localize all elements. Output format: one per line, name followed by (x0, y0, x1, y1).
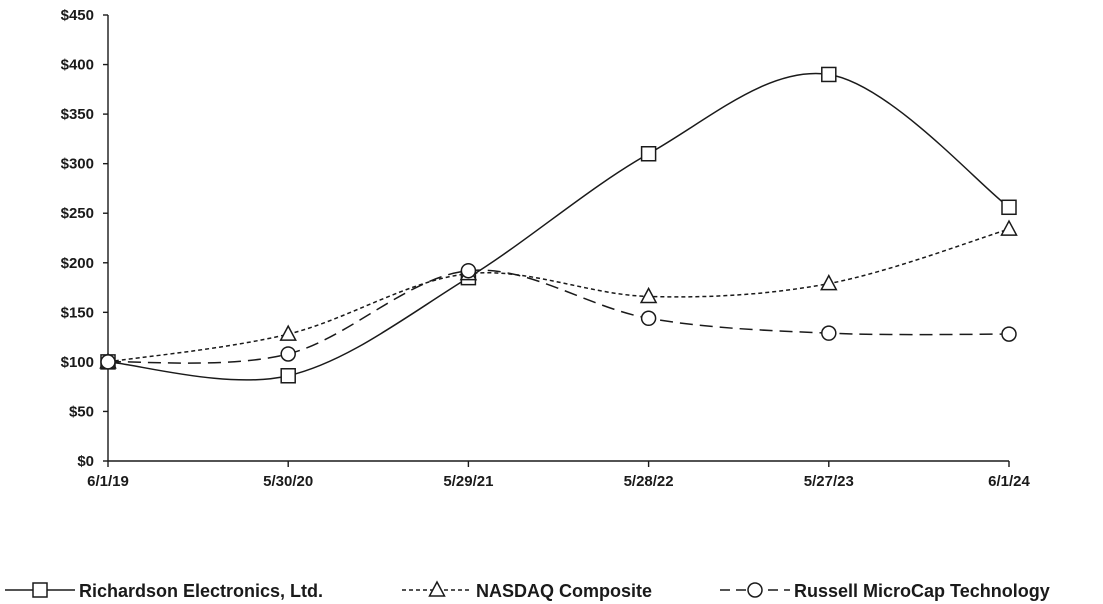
y-tick-label: $150 (61, 304, 94, 321)
data-point-circle (100, 354, 116, 370)
series-circle (100, 262, 1017, 370)
data-point-circle (280, 346, 296, 362)
y-tick-label: $0 (77, 453, 94, 470)
axes (107, 15, 1009, 462)
y-tick-label: $250 (61, 205, 94, 222)
y-tick-label: $400 (61, 57, 94, 74)
series-group (99, 66, 1018, 384)
x-tick-label: 6/1/19 (87, 473, 129, 490)
data-point-triangle (639, 286, 658, 304)
data-point-circle (821, 325, 837, 341)
data-point-square (1001, 199, 1017, 216)
data-point-circle (1001, 326, 1017, 342)
series-line (107, 72, 1010, 381)
y-tick-label: $300 (61, 156, 94, 173)
data-point-triangle (820, 274, 838, 291)
legend-label: Richardson Electronics, Ltd. (79, 581, 323, 601)
y-tick-label: $50 (69, 403, 94, 420)
data-point-square (821, 66, 837, 83)
data-point-triangle (1000, 219, 1018, 236)
data-point-circle (460, 262, 477, 279)
legend-label: Russell MicroCap Technology (794, 581, 1050, 601)
x-tick-label: 5/30/20 (263, 473, 313, 490)
legend-item: NASDAQ Composite (402, 580, 652, 601)
legend-label: NASDAQ Composite (476, 581, 652, 601)
series-square (100, 66, 1017, 384)
y-tick-label: $200 (61, 255, 94, 272)
x-tick-label: 6/1/24 (988, 473, 1030, 490)
y-axis-ticks: $0 $50 $100 $150 $200 $250 $300 $350 $400 $450 (61, 7, 108, 470)
series-line (107, 269, 1010, 364)
legend: Richardson Electronics, Ltd. NASDAQ Compo… (5, 580, 1050, 601)
data-point-square (640, 146, 657, 162)
x-tick-label: 5/29/21 (443, 473, 493, 490)
legend-marker-circle (747, 582, 763, 598)
x-tick-label: 5/27/23 (804, 473, 854, 490)
series-line (107, 228, 1010, 363)
legend-marker-square (32, 582, 48, 598)
y-tick-label: $450 (61, 7, 94, 24)
x-axis-ticks: 6/1/19 5/30/20 5/29/21 5/28/22 5/27/23 6/1/24 (87, 461, 1031, 490)
data-point-square (280, 368, 296, 384)
y-tick-label: $350 (61, 106, 94, 123)
legend-item: Russell MicroCap Technology (720, 581, 1050, 601)
legend-marker-triangle (428, 580, 446, 597)
y-tick-label: $100 (61, 354, 94, 371)
legend-item: Richardson Electronics, Ltd. (5, 581, 323, 601)
data-point-circle (640, 310, 657, 327)
x-tick-label: 5/28/22 (624, 473, 674, 490)
series-triangle (99, 219, 1018, 369)
data-point-triangle (279, 324, 297, 341)
